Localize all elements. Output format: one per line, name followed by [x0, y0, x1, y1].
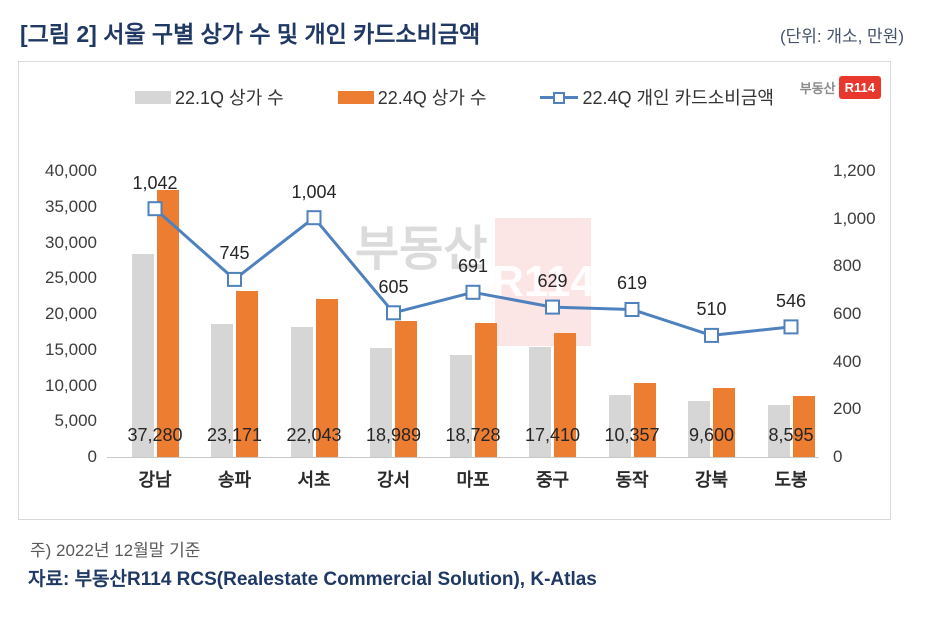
legend-item-22-1q: 22.1Q 상가 수	[135, 84, 284, 110]
legend-label: 22.4Q 상가 수	[377, 88, 487, 108]
legend-item-22-4q: 22.4Q 상가 수	[337, 84, 487, 110]
left-axis-tick: 0	[87, 447, 97, 466]
line-value-label: 619	[616, 273, 648, 294]
bar-22-4q	[156, 190, 179, 457]
bar-22-1q	[688, 401, 710, 457]
line-marker	[306, 210, 322, 226]
bar-value-label: 18,989	[365, 425, 422, 445]
bar-22-4q	[236, 291, 258, 457]
line-marker	[386, 305, 401, 321]
source-line: 자료: 부동산R114 RCS(Realestate Commercial So…	[28, 569, 597, 590]
figure-title: [그림 2] 서울 구별 상가 수 및 개인 카드소비금액	[20, 21, 481, 47]
spending-line-layer	[147, 201, 799, 343]
bar-22-1q	[370, 348, 392, 457]
line-value-label: 1,004	[291, 181, 337, 202]
line-marker	[227, 271, 242, 287]
left-axis-tick: 25,000	[45, 268, 97, 288]
right-axis-tick: 1,000	[833, 208, 876, 228]
plot-region: 0 5,000 10,000 15,000 20,000 25,000 30,000 35,0…	[19, 62, 890, 519]
bar-22-4q	[633, 382, 656, 457]
category-label: 강북	[694, 470, 729, 490]
category-label: 강서	[376, 470, 411, 490]
bar-value-label: 10,357	[604, 425, 660, 445]
footnote: 주) 2022년 12월말 기준	[30, 541, 201, 560]
bar-value-label: 8,595	[768, 425, 814, 445]
category-label: 도봉	[774, 470, 808, 490]
line-marker-swatch-icon	[540, 91, 579, 104]
bar-22-1q	[211, 324, 233, 457]
bar-22-1q	[767, 404, 790, 457]
chart-area: 22.1Q 상가 수 22.4Q 상가 수 22.4Q 개인 카드소비금액 부동…	[18, 61, 891, 520]
bar-22-4q	[395, 321, 417, 457]
bar-22-1q	[290, 326, 313, 457]
bar-22-4q	[315, 299, 338, 457]
line-marker	[704, 327, 719, 343]
chart-legend: 22.1Q 상가 수 22.4Q 상가 수 22.4Q 개인 카드소비금액	[19, 84, 890, 110]
line-value-label: 510	[696, 299, 727, 320]
line-marker	[147, 201, 163, 217]
bar-22-4q	[713, 388, 735, 457]
left-axis-tick: 20,000	[45, 304, 97, 323]
category-label: 중구	[535, 470, 570, 490]
bar-value-label: 9,600	[688, 425, 735, 445]
line-marker	[545, 299, 560, 315]
left-axis-tick: 35,000	[45, 196, 97, 216]
right-axis-tick: 0	[833, 447, 843, 466]
line-value-label: 1,042	[132, 172, 178, 193]
legend-label: 22.4Q 개인 카드소비금액	[582, 88, 774, 108]
category-label: 송파	[217, 470, 252, 490]
right-axis-tick: 800	[833, 256, 862, 276]
bar-22-4q	[792, 395, 815, 457]
left-axis-tick: 40,000	[45, 161, 97, 180]
left-axis-tick: 30,000	[45, 232, 97, 252]
line-value-label: 691	[457, 256, 489, 277]
legend-label: 22.1Q 상가 수	[175, 88, 284, 108]
line-value-label: 745	[219, 243, 250, 264]
left-axis-tick: 5,000	[54, 411, 97, 431]
gray-bar-swatch-icon	[135, 90, 172, 104]
bar-value-label: 22,043	[286, 425, 342, 445]
unit-note: (단위: 개소, 만원)	[779, 27, 904, 46]
category-label: 서초	[297, 470, 331, 490]
bar-22-1q	[131, 253, 154, 457]
right-axis-tick: 400	[833, 351, 862, 371]
bar-22-4q	[474, 323, 497, 457]
logo-mark-badge: R114	[838, 76, 881, 99]
right-axis-tick: 1,200	[833, 161, 876, 180]
orange-bar-swatch-icon	[337, 90, 374, 104]
line-value-label: 629	[537, 271, 568, 292]
category-label: 강남	[138, 470, 172, 490]
line-marker	[783, 319, 799, 335]
legend-item-card-spending: 22.4Q 개인 카드소비금액	[540, 84, 774, 110]
left-axis-tick: 10,000	[45, 375, 97, 395]
bar-22-1q	[608, 394, 631, 457]
bar-value-label: 23,171	[206, 425, 263, 445]
bar-value-label: 18,728	[445, 425, 501, 445]
logo-prefix-text: 부동산	[799, 81, 836, 96]
category-label: 동작	[615, 470, 649, 490]
left-axis-tick: 15,000	[45, 339, 97, 359]
line-marker	[624, 302, 640, 317]
line-value-label: 605	[378, 276, 409, 297]
bar-value-label: 17,410	[524, 425, 581, 445]
right-axis-tick: 600	[833, 304, 862, 323]
line-value-label: 546	[775, 290, 807, 311]
bar-22-1q	[449, 354, 472, 457]
right-axis-tick: 200	[833, 399, 862, 419]
line-marker	[465, 284, 481, 300]
bar-22-1q	[529, 346, 551, 457]
x-axis-line	[107, 457, 819, 458]
category-label: 마포	[456, 470, 490, 490]
r114-logo: 부동산 R114	[800, 76, 881, 99]
bar-value-label: 37,280	[127, 425, 183, 445]
bar-22-4q	[554, 332, 576, 457]
